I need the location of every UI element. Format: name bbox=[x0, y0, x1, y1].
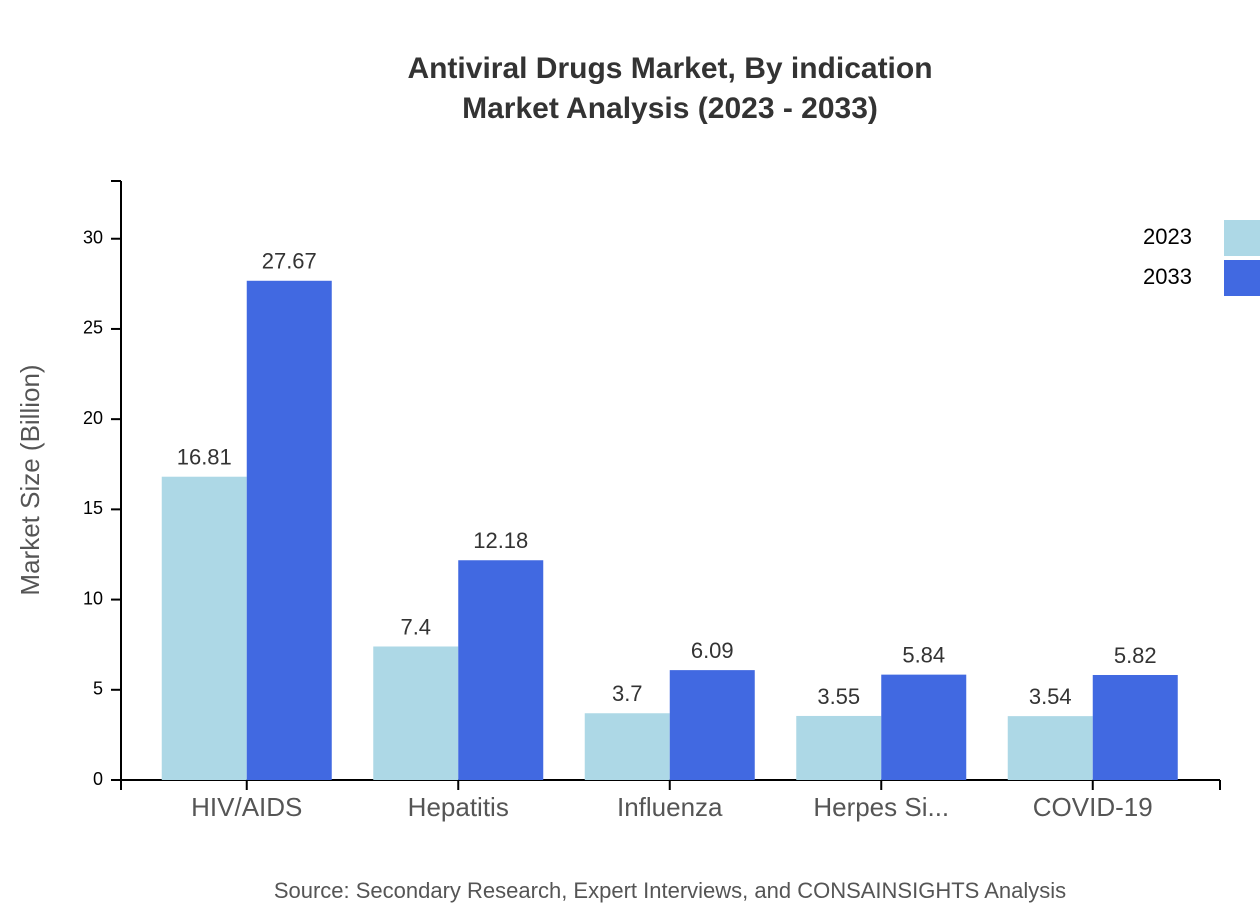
bar bbox=[1092, 674, 1178, 780]
source-note: Source: Secondary Research, Expert Inter… bbox=[274, 878, 1066, 903]
value-label: 3.55 bbox=[817, 684, 860, 709]
x-tick-label: Influenza bbox=[617, 792, 723, 822]
value-label: 27.67 bbox=[262, 249, 317, 274]
y-axis-label: Market Size (Billion) bbox=[15, 364, 45, 595]
y-tick-label: 0 bbox=[93, 769, 103, 789]
legend-label: 2033 bbox=[1143, 264, 1192, 289]
bar bbox=[1007, 716, 1093, 780]
x-tick-label: Herpes Si... bbox=[813, 792, 949, 822]
bar bbox=[881, 674, 967, 780]
value-label: 16.81 bbox=[177, 445, 232, 470]
legend-swatch bbox=[1224, 220, 1260, 256]
chart-title: Antiviral Drugs Market, By indication bbox=[407, 52, 932, 85]
y-tick-label: 5 bbox=[93, 679, 103, 699]
y-tick-label: 30 bbox=[83, 227, 103, 247]
value-label: 6.09 bbox=[691, 638, 734, 663]
value-label: 5.84 bbox=[902, 642, 945, 667]
y-tick-label: 25 bbox=[83, 318, 103, 338]
bar bbox=[796, 715, 882, 780]
value-label: 3.7 bbox=[612, 681, 643, 706]
value-label: 5.82 bbox=[1114, 643, 1157, 668]
value-label: 12.18 bbox=[473, 528, 528, 553]
bar bbox=[161, 476, 247, 780]
value-label: 3.54 bbox=[1029, 684, 1072, 709]
legend-swatch bbox=[1224, 260, 1260, 296]
y-tick-label: 15 bbox=[83, 498, 103, 518]
x-tick-label: HIV/AIDS bbox=[191, 792, 302, 822]
value-label: 7.4 bbox=[400, 614, 431, 639]
bar bbox=[584, 713, 670, 780]
x-tick-label: Hepatitis bbox=[408, 792, 509, 822]
x-tick-label: COVID-19 bbox=[1033, 792, 1153, 822]
y-tick-label: 10 bbox=[83, 588, 103, 608]
bar bbox=[669, 670, 755, 780]
bar bbox=[373, 646, 459, 780]
legend-label: 2023 bbox=[1143, 224, 1192, 249]
bar bbox=[458, 560, 544, 780]
chart-subtitle: Market Analysis (2023 - 2033) bbox=[462, 92, 878, 125]
y-tick-label: 20 bbox=[83, 408, 103, 428]
bar bbox=[246, 280, 332, 780]
